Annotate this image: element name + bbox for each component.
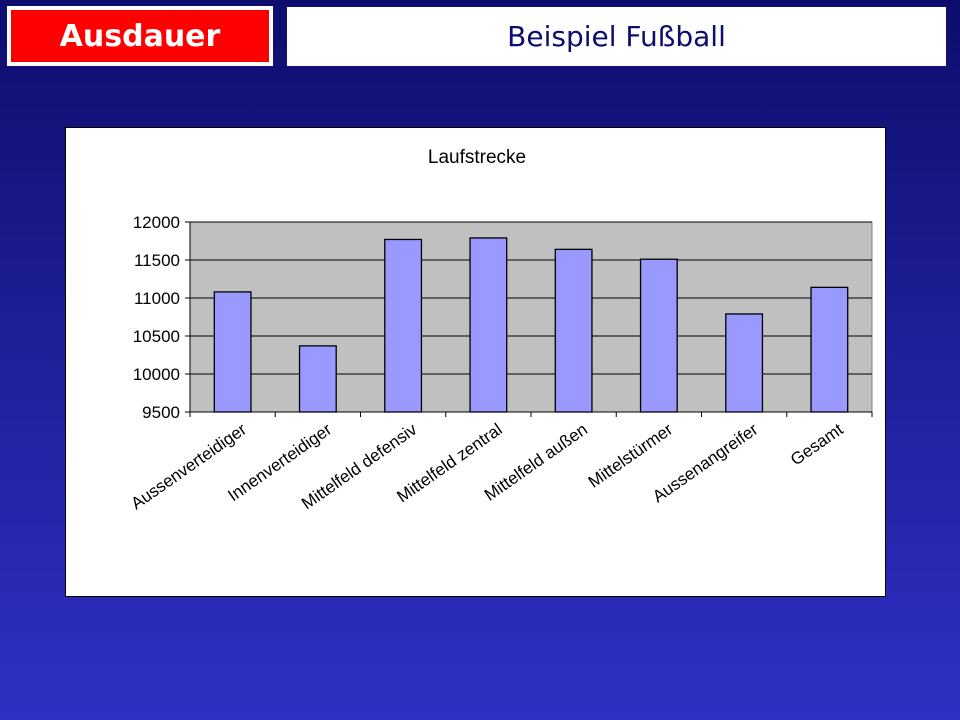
y-tick-label: 10000 (133, 365, 180, 384)
plot-area (189, 221, 873, 413)
bar (469, 237, 508, 413)
bar (639, 258, 678, 413)
chart-panel: Laufstrecke 9500 10000 10500 11000 11500 1200… (65, 127, 886, 597)
section-tag: Ausdauer (7, 6, 273, 66)
bar (554, 248, 593, 413)
bar (213, 291, 252, 413)
bar (725, 313, 764, 413)
bar-chart: Laufstrecke 9500 10000 10500 11000 11500 1200… (128, 147, 873, 513)
bar (810, 286, 849, 413)
y-tick-label: 10500 (133, 327, 180, 346)
chart-title: Laufstrecke (428, 147, 526, 168)
y-tick-label: 11000 (134, 289, 180, 308)
bar (298, 345, 337, 413)
slide-title: Beispiel Fußball (287, 7, 946, 66)
y-tick-label: 9500 (142, 403, 180, 422)
bar (384, 238, 423, 413)
y-tick-label: 12000 (133, 213, 180, 232)
x-tick-label: Gesamt (787, 420, 847, 470)
y-tick-label: 11500 (134, 251, 180, 270)
section-label: Ausdauer (10, 9, 270, 63)
